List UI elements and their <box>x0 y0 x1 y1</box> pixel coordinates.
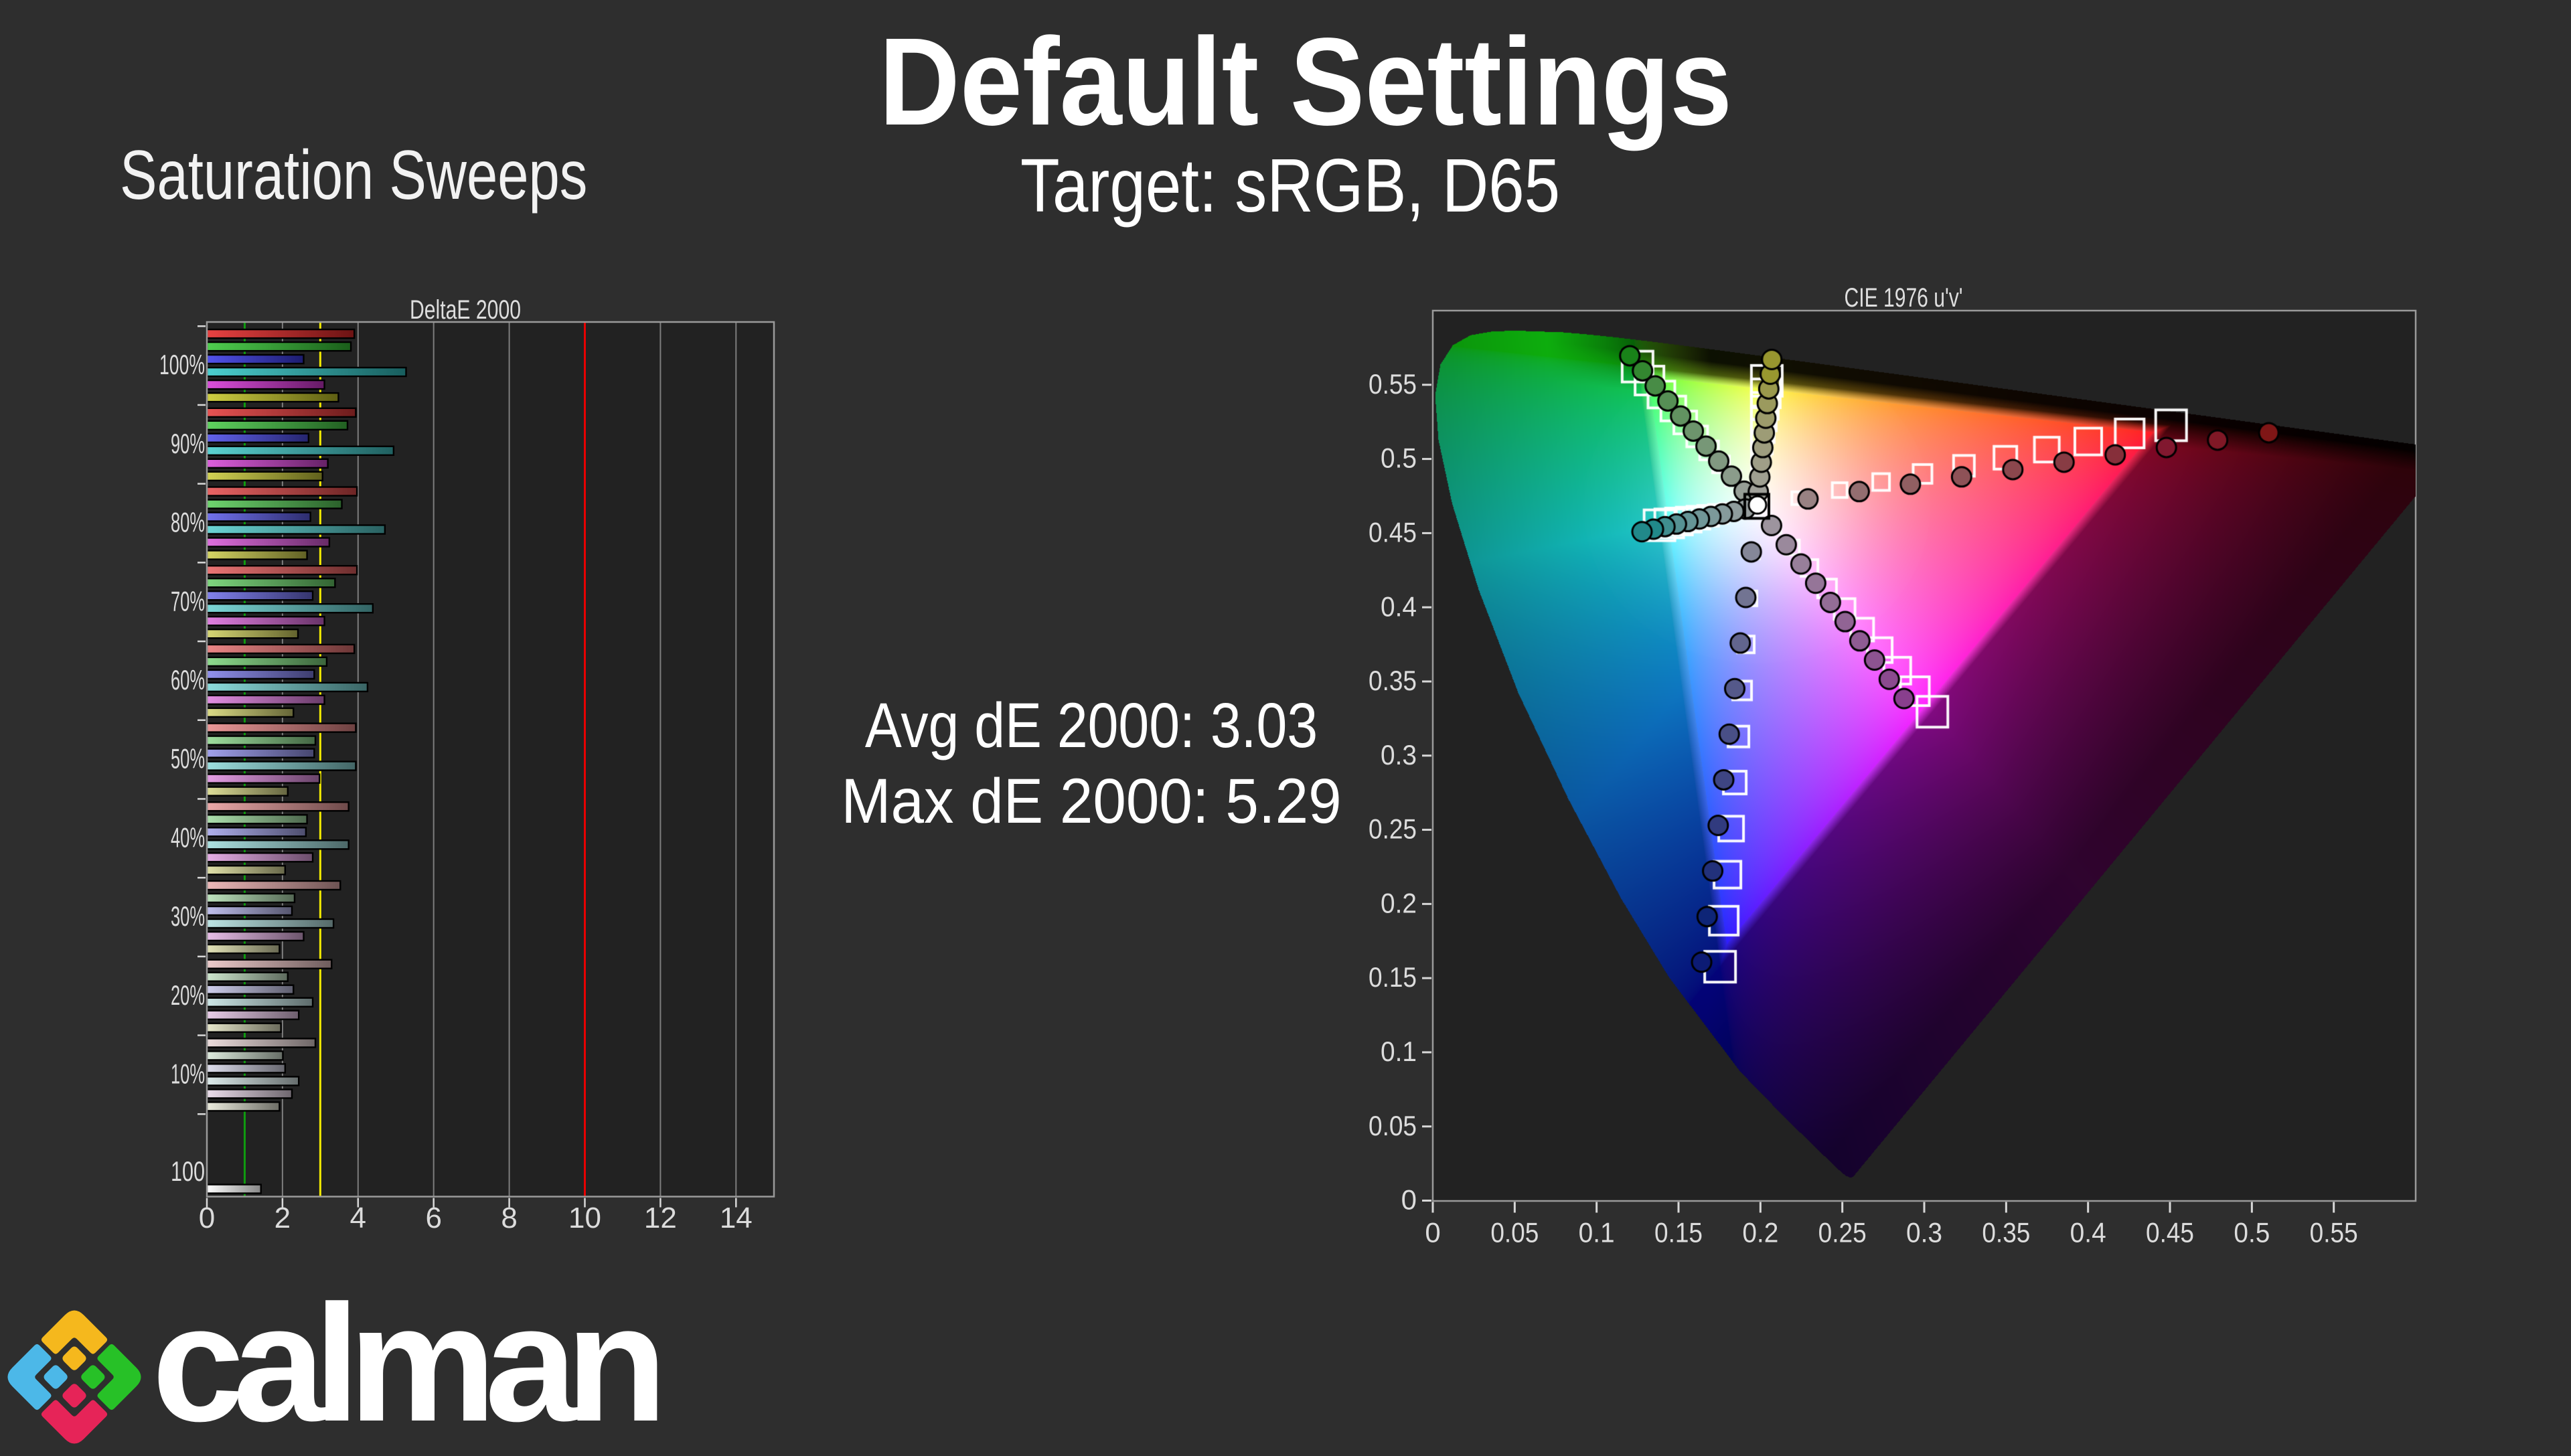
svg-text:0.2: 0.2 <box>1742 1217 1778 1248</box>
svg-text:0.45: 0.45 <box>2146 1217 2194 1248</box>
svg-text:0.5: 0.5 <box>2234 1217 2270 1248</box>
svg-text:2: 2 <box>275 1202 291 1234</box>
svg-text:40%: 40% <box>171 821 205 853</box>
svg-text:0.05: 0.05 <box>1369 1110 1417 1141</box>
svg-text:0.25: 0.25 <box>1369 813 1417 845</box>
svg-text:14: 14 <box>720 1202 753 1234</box>
svg-text:0.1: 0.1 <box>1381 1036 1417 1067</box>
svg-text:0.3: 0.3 <box>1906 1217 1942 1248</box>
svg-text:10%: 10% <box>171 1058 205 1089</box>
svg-text:0.4: 0.4 <box>2070 1217 2106 1248</box>
svg-text:0.4: 0.4 <box>1381 590 1417 622</box>
svg-text:0.05: 0.05 <box>1490 1217 1539 1248</box>
svg-text:0.35: 0.35 <box>1982 1217 2030 1248</box>
svg-text:0.55: 0.55 <box>1369 368 1417 400</box>
svg-text:6: 6 <box>425 1202 441 1234</box>
svg-text:4: 4 <box>350 1202 366 1234</box>
svg-text:80%: 80% <box>171 507 205 538</box>
svg-text:70%: 70% <box>171 585 205 617</box>
svg-text:20%: 20% <box>171 979 205 1011</box>
svg-text:0.3: 0.3 <box>1381 739 1417 771</box>
svg-text:0: 0 <box>1425 1217 1440 1248</box>
svg-text:0.5: 0.5 <box>1381 442 1417 474</box>
svg-text:0.55: 0.55 <box>2310 1217 2358 1248</box>
svg-text:12: 12 <box>644 1202 677 1234</box>
svg-text:50%: 50% <box>171 743 205 775</box>
svg-text:0.35: 0.35 <box>1369 665 1417 696</box>
svg-text:90%: 90% <box>171 428 205 459</box>
svg-text:30%: 30% <box>171 900 205 932</box>
svg-text:DeltaE 2000: DeltaE 2000 <box>410 295 521 325</box>
svg-text:CIE 1976 u'v': CIE 1976 u'v' <box>1845 283 1963 313</box>
svg-text:0.45: 0.45 <box>1369 516 1417 548</box>
svg-text:0: 0 <box>1401 1184 1417 1216</box>
svg-text:60%: 60% <box>171 664 205 696</box>
svg-text:0.1: 0.1 <box>1579 1217 1615 1248</box>
svg-text:100%: 100% <box>159 349 205 380</box>
svg-text:0.15: 0.15 <box>1654 1217 1703 1248</box>
svg-text:0: 0 <box>199 1202 215 1234</box>
svg-text:0.15: 0.15 <box>1369 961 1417 993</box>
svg-text:10: 10 <box>568 1202 601 1234</box>
svg-text:100: 100 <box>171 1155 205 1187</box>
svg-text:0.2: 0.2 <box>1381 887 1417 918</box>
svg-text:0.25: 0.25 <box>1818 1217 1867 1248</box>
svg-text:8: 8 <box>501 1202 517 1234</box>
